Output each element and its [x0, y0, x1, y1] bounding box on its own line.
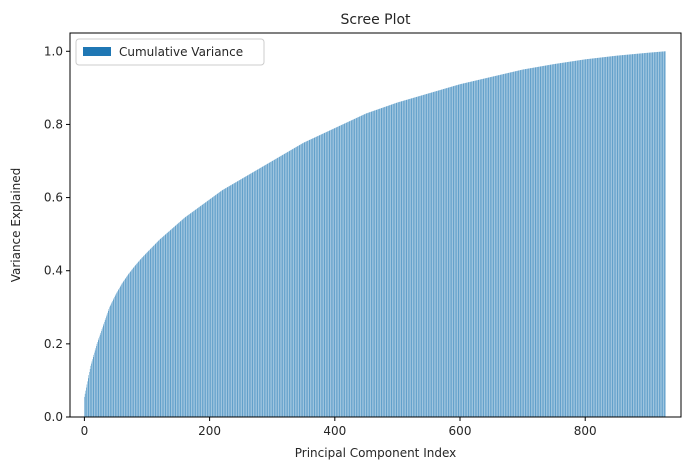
legend: Cumulative Variance [75, 38, 265, 66]
x-tick-label: 600 [449, 424, 472, 438]
y-tick-label: 1.0 [44, 44, 63, 58]
x-tick-label: 200 [198, 424, 221, 438]
legend-swatch [83, 47, 111, 56]
y-tick-label: 0.6 [44, 191, 63, 205]
y-ticks: 0.0 0.2 0.4 0.6 0.8 1.0 [44, 44, 70, 424]
x-tick-label: 800 [574, 424, 597, 438]
x-tick-label: 0 [81, 424, 89, 438]
y-tick-label: 0.0 [44, 410, 63, 424]
y-axis-label: Variance Explained [9, 168, 23, 283]
x-axis-label: Principal Component Index [295, 446, 456, 460]
chart-title: Scree Plot [340, 12, 411, 28]
y-tick-label: 0.2 [44, 337, 63, 351]
y-tick-label: 0.8 [44, 117, 63, 131]
x-tick-label: 400 [323, 424, 346, 438]
legend-box [75, 38, 265, 66]
axes-frame [69, 32, 682, 418]
bars-layer [84, 51, 666, 418]
y-tick-label: 0.4 [44, 264, 63, 278]
legend-label: Cumulative Variance [119, 45, 243, 59]
x-ticks: 0 200 400 600 800 [81, 417, 597, 438]
